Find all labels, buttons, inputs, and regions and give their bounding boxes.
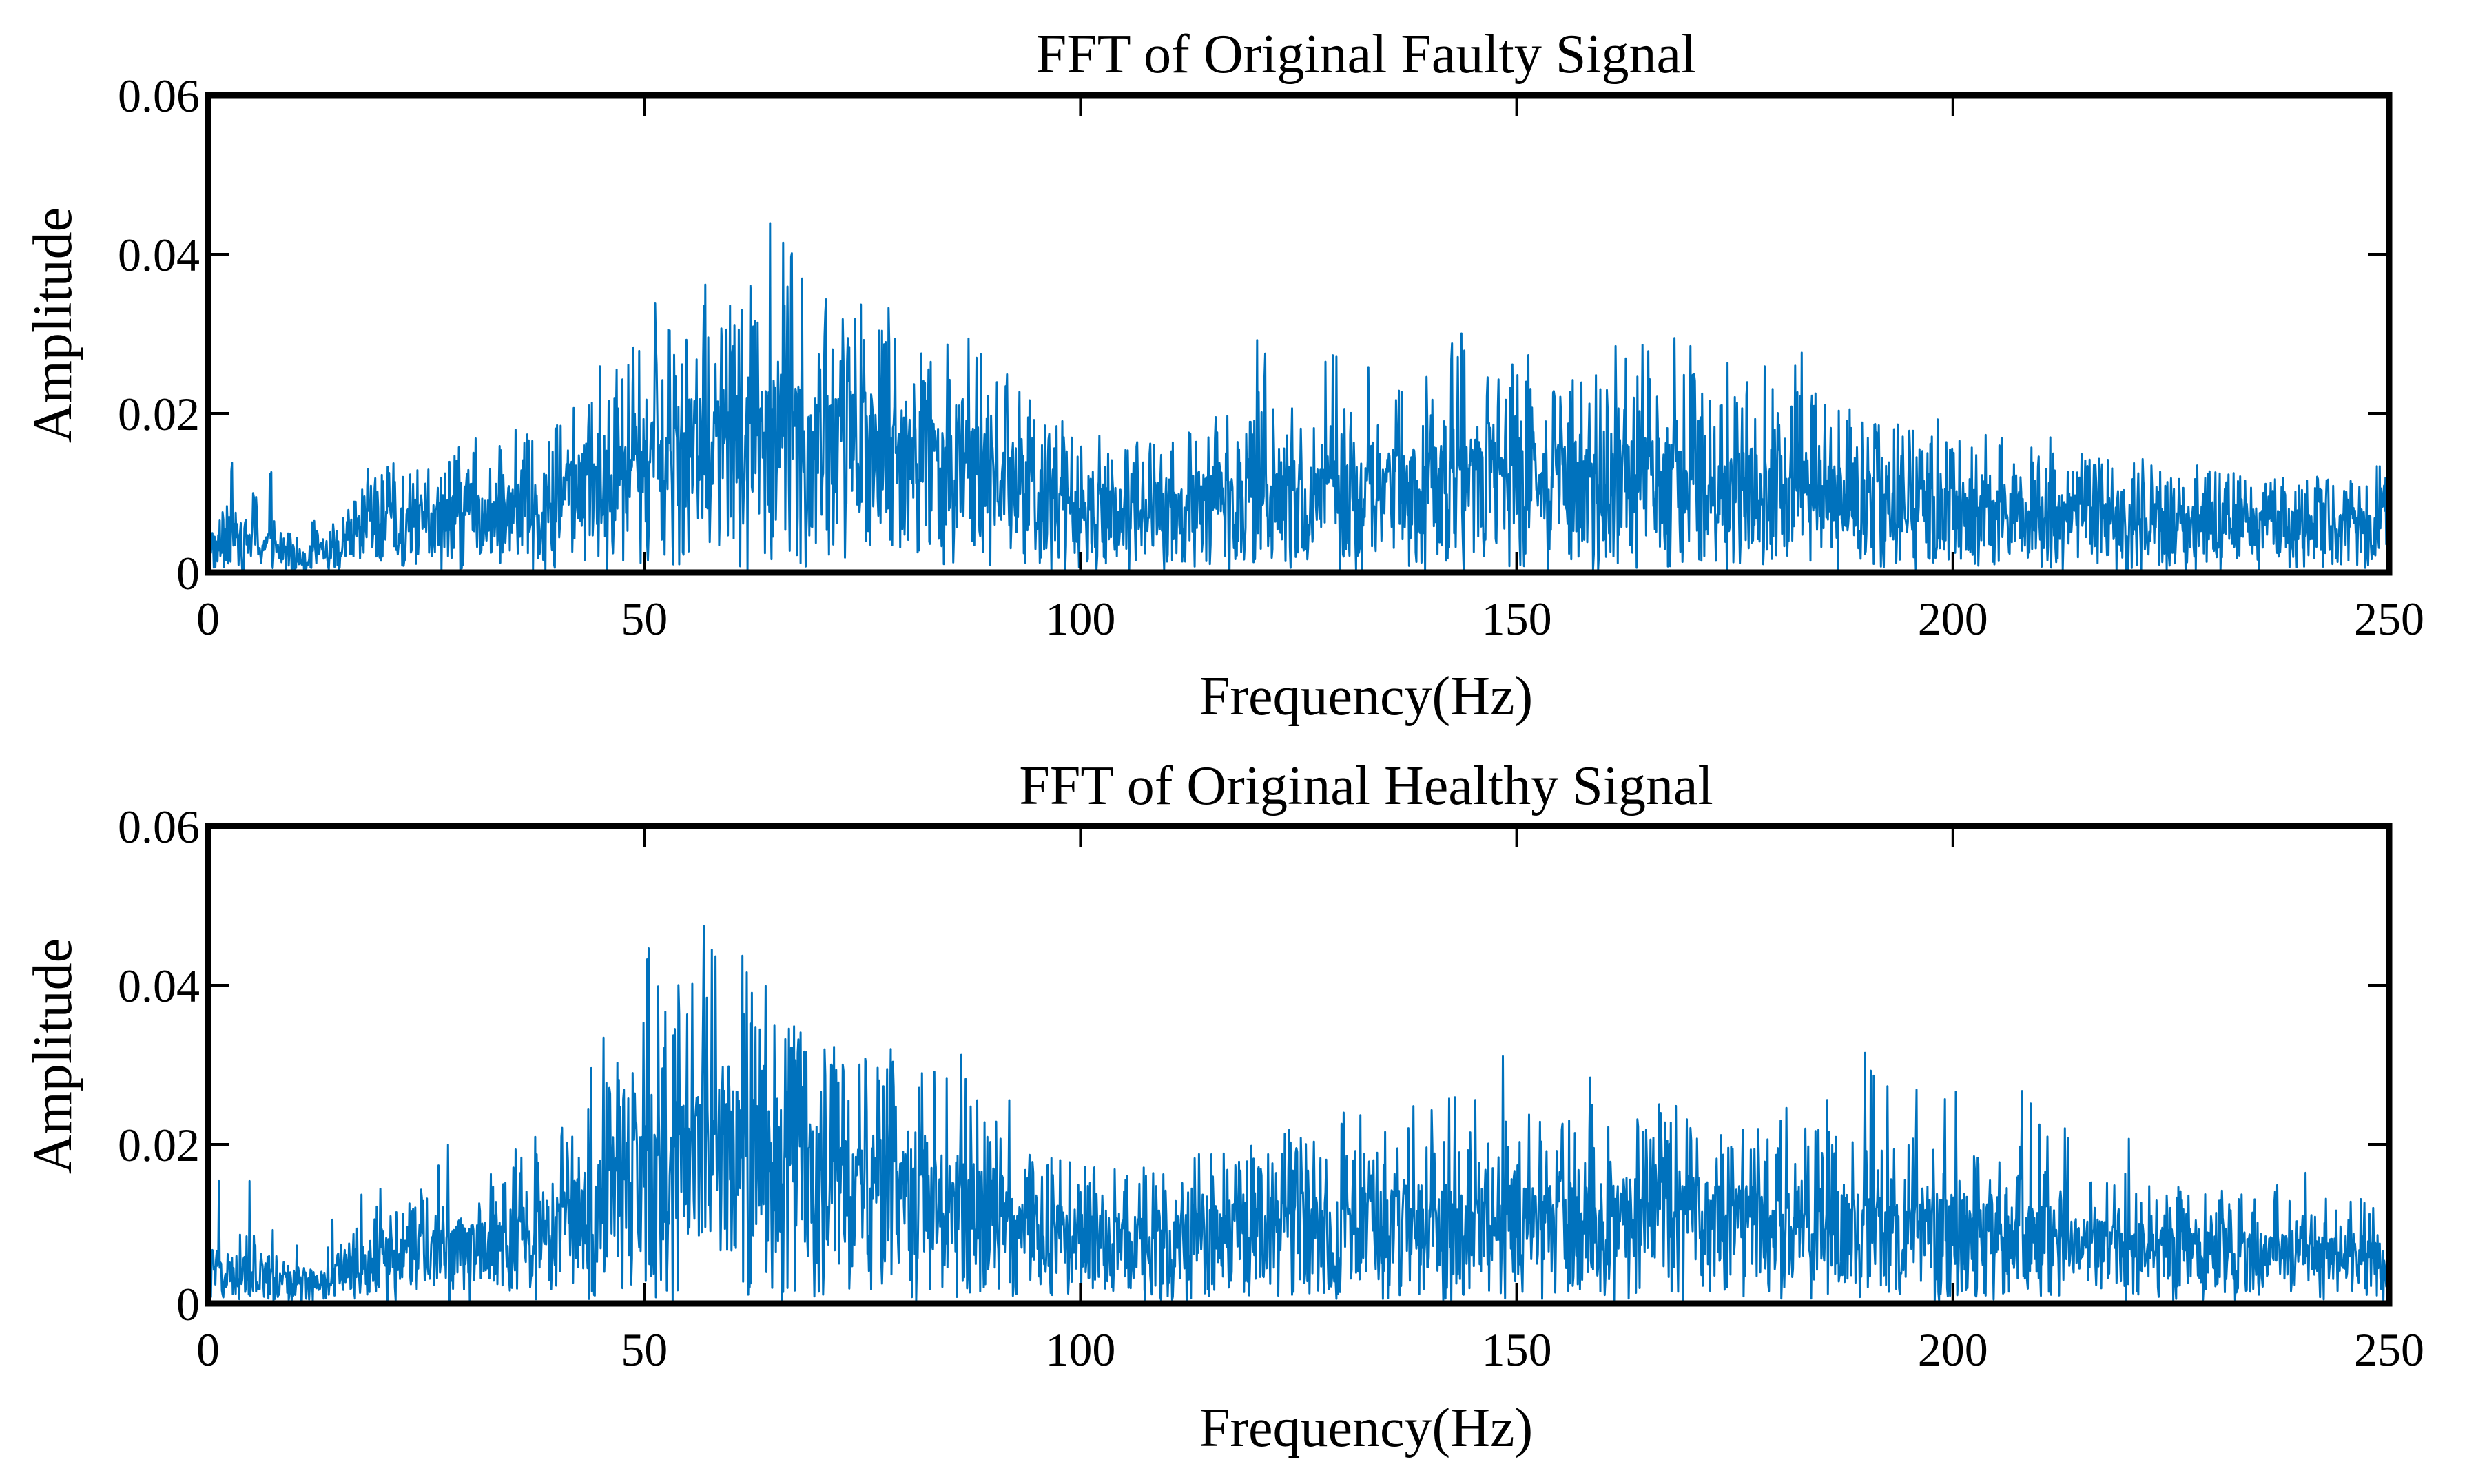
chart-healthy-xlabel: Frequency(Hz) xyxy=(1199,1398,1533,1459)
x-tick-label: 100 xyxy=(1045,592,1115,645)
chart-faulty-plot-frame xyxy=(205,92,2393,576)
y-tick-label: 0.02 xyxy=(118,388,200,440)
x-tick-label: 100 xyxy=(1045,1323,1115,1376)
x-tick-label: 250 xyxy=(2354,592,2424,645)
chart-faulty-xlabel: Frequency(Hz) xyxy=(1199,666,1533,727)
x-tick-label: 0 xyxy=(196,592,220,645)
y-tick-label: 0.02 xyxy=(118,1119,200,1171)
x-tick-label: 150 xyxy=(1482,592,1552,645)
chart-healthy-series xyxy=(207,925,2391,1301)
chart-healthy-ylabel: Amplitude xyxy=(23,938,83,1174)
chart-faulty-series xyxy=(207,222,2391,570)
chart-healthy-plot-frame xyxy=(205,823,2393,1307)
y-tick-label: 0 xyxy=(176,547,200,599)
x-tick-label: 250 xyxy=(2354,1323,2424,1376)
chart-faulty-yticks: 0 0.02 0.04 0.06 xyxy=(118,70,2389,599)
y-tick-label: 0 xyxy=(176,1278,200,1330)
chart-faulty-title: FFT of Original Faulty Signal xyxy=(1036,24,1697,85)
chart-faulty-ylabel: Amplitude xyxy=(23,207,83,443)
y-tick-label: 0.04 xyxy=(118,229,200,281)
chart-healthy: FFT of Original Healthy Signal Amplitude… xyxy=(23,756,2424,1459)
y-tick-label: 0.04 xyxy=(118,960,200,1012)
x-tick-label: 0 xyxy=(196,1323,220,1376)
chart-faulty-xticks: 0 50 100 150 200 250 xyxy=(196,95,2424,645)
series-line-faulty xyxy=(207,222,2391,570)
x-tick-label: 200 xyxy=(1918,1323,1988,1376)
x-tick-label: 150 xyxy=(1482,1323,1552,1376)
chart-healthy-title: FFT of Original Healthy Signal xyxy=(1019,756,1713,816)
x-tick-label: 50 xyxy=(621,1323,668,1376)
y-tick-label: 0.06 xyxy=(118,70,200,122)
y-tick-label: 0.06 xyxy=(118,801,200,853)
x-tick-label: 50 xyxy=(621,592,668,645)
chart-faulty: FFT of Original Faulty Signal Amplitude … xyxy=(23,24,2424,727)
series-line-healthy xyxy=(207,925,2391,1301)
x-tick-label: 200 xyxy=(1918,592,1988,645)
